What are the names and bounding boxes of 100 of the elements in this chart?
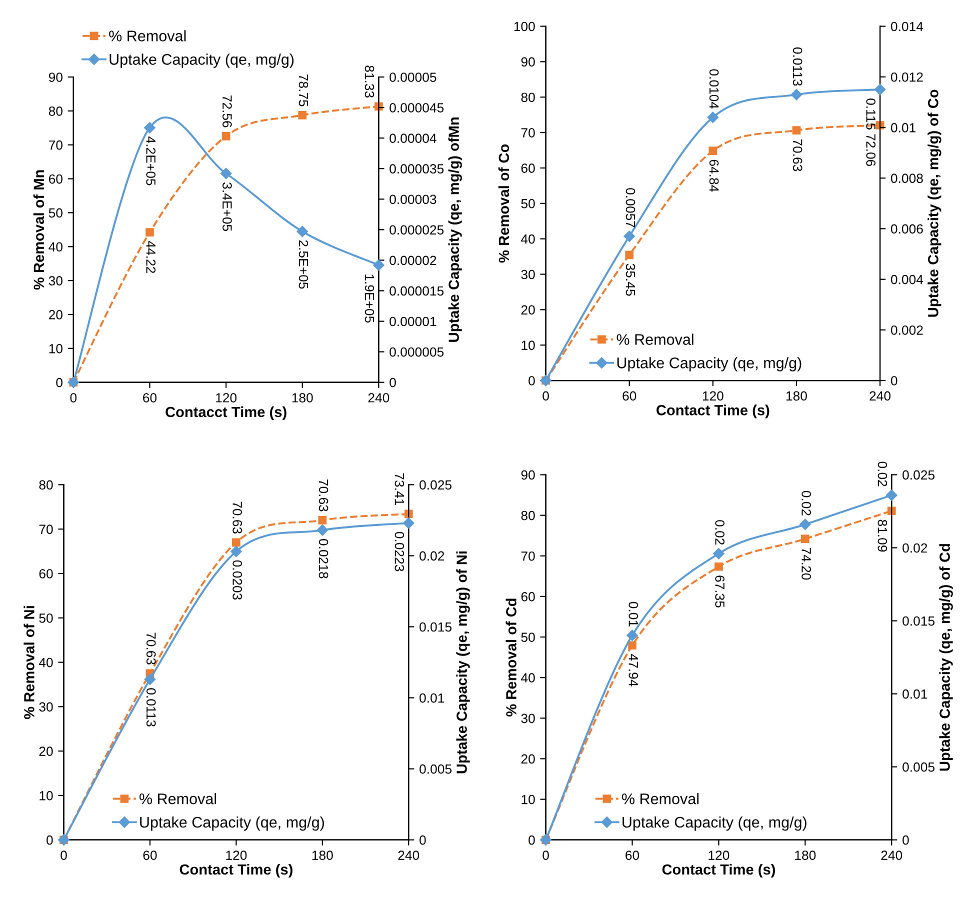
point <box>886 490 898 501</box>
y2-tick-label: 0.012 <box>890 72 923 82</box>
y-tick-label: 40 <box>38 658 53 668</box>
y2-tick-label: 0 <box>890 376 898 386</box>
data-label: 0.02 <box>715 520 725 545</box>
y2-tick-label: 0.015 <box>420 622 452 632</box>
y2-tick-label: 0.02 <box>420 551 444 561</box>
data-label: 0.0113 <box>146 688 156 726</box>
y-tick-label: 10 <box>49 344 62 354</box>
data-label: 64.84 <box>709 160 719 192</box>
y2-tick-label: 0.005 <box>902 762 934 772</box>
y2-tick-label: 0.000045 <box>390 103 444 112</box>
y2-tick-label: 0 <box>420 835 426 845</box>
point <box>713 548 724 560</box>
point <box>373 259 384 271</box>
data-label: 35.45 <box>626 264 636 296</box>
data-label: 81.33 <box>364 66 374 98</box>
annotation: 70.63 <box>146 632 156 664</box>
annotation: 70.63 <box>232 502 242 534</box>
x-tick-label: 120 <box>216 393 237 402</box>
y-tick-label: 30 <box>521 714 535 724</box>
point <box>318 516 327 524</box>
y-tick-label: 80 <box>521 92 535 102</box>
x-axis-title: Contacct Time (s) <box>166 406 286 420</box>
point <box>144 674 156 685</box>
y2-tick-label: 0.01 <box>902 689 928 699</box>
point <box>316 524 328 536</box>
y2-tick-label: 0.002 <box>890 325 923 335</box>
data-label: 73.41 <box>394 473 404 505</box>
x-axis-title: Contact Time (s) <box>180 864 292 878</box>
data-label: 0.01 <box>628 602 638 626</box>
x-tick-label: 180 <box>312 850 333 860</box>
data-label: 47.94 <box>628 654 638 686</box>
x-tick-label: 240 <box>398 850 420 860</box>
x-tick-label: 0 <box>542 391 549 401</box>
annotation: 4.2E+05 <box>146 136 156 186</box>
y-axis-title: % Removal of Ni <box>24 606 34 720</box>
x-tick-label: 0 <box>70 393 77 402</box>
y-tick-label: 70 <box>49 140 62 150</box>
y-tick-label: 10 <box>522 794 535 804</box>
y-tick-label: 60 <box>48 174 62 184</box>
data-label: 0.0113 <box>792 47 802 86</box>
x-tick-label: 240 <box>368 393 390 402</box>
y2-tick-label: 0.015 <box>902 616 934 626</box>
y-tick-label: 10 <box>522 340 535 350</box>
legend-label: Uptake Capacity (qe, mg/g) <box>617 357 802 372</box>
y-tick-label: 50 <box>521 632 535 642</box>
y2-tick-label: 0.00003 <box>390 194 436 204</box>
y2-tick-label: 0.02 <box>902 543 928 553</box>
y2-tick-label: 0.005 <box>420 764 452 774</box>
point <box>625 250 634 260</box>
legend-label: % Removal <box>109 30 186 42</box>
point <box>708 146 718 155</box>
data-label: 0.0203 <box>232 560 242 600</box>
y2-tick-label: 0.000015 <box>390 286 444 296</box>
y-tick-label: 70 <box>521 551 535 561</box>
y-axis-title: % Removal of Co <box>498 144 510 263</box>
y2-axis-title: Uptake Capacity (qe, mg/g) ofMn <box>448 118 462 342</box>
point <box>887 506 896 516</box>
y-tick-label: 0 <box>528 376 535 386</box>
legend-label: Uptake Capacity (qe, mg/g) <box>622 816 806 831</box>
y-tick-label: 50 <box>39 613 53 623</box>
point <box>220 168 232 180</box>
y-tick-label: 50 <box>521 198 535 208</box>
y2-tick-label: 0.000035 <box>390 164 444 174</box>
y-tick-label: 80 <box>48 106 62 116</box>
x-tick-label: 180 <box>292 393 313 402</box>
y2-axis-title: Uptake Capacity (qe, mg/g) of Cd <box>939 544 953 771</box>
y-tick-label: 60 <box>521 164 535 173</box>
y-tick-label: 100 <box>514 22 535 32</box>
point <box>628 641 636 650</box>
x-axis-title: Contact Time (s) <box>662 864 775 878</box>
y-tick-label: 80 <box>39 480 53 490</box>
point <box>222 132 230 140</box>
point <box>146 228 154 236</box>
y-axis-title: % Removal of Cd <box>506 598 516 716</box>
y2-axis-title: Uptake Capacity (qe, mg/g) of Ni <box>456 551 470 774</box>
point <box>626 630 638 641</box>
y-tick-label: 50 <box>48 208 62 218</box>
x-tick-label: 0 <box>542 850 549 860</box>
point <box>232 538 240 547</box>
legend-label: % Removal <box>140 793 216 804</box>
y-tick-label: 0 <box>528 835 535 845</box>
y-tick-label: 90 <box>48 72 62 82</box>
y-tick-label: 70 <box>521 128 535 138</box>
y-tick-label: 60 <box>521 592 535 602</box>
point <box>714 562 723 571</box>
y-tick-label: 40 <box>521 234 535 244</box>
y-tick-label: 90 <box>521 57 535 67</box>
data-label: 44.22 <box>146 240 156 274</box>
y-tick-label: 0 <box>46 835 53 845</box>
data-label: 81.09 <box>878 520 888 552</box>
data-label: 67.35 <box>715 576 725 608</box>
y-tick-label: 30 <box>48 276 62 286</box>
point <box>296 226 308 238</box>
x-axis-title: Contact Time (s) <box>656 404 770 418</box>
y2-tick-label: 0.000005 <box>390 347 444 357</box>
x-tick-label: 60 <box>626 850 640 860</box>
x-tick-label: 120 <box>702 391 724 401</box>
data-label: 0.0223 <box>394 532 404 572</box>
